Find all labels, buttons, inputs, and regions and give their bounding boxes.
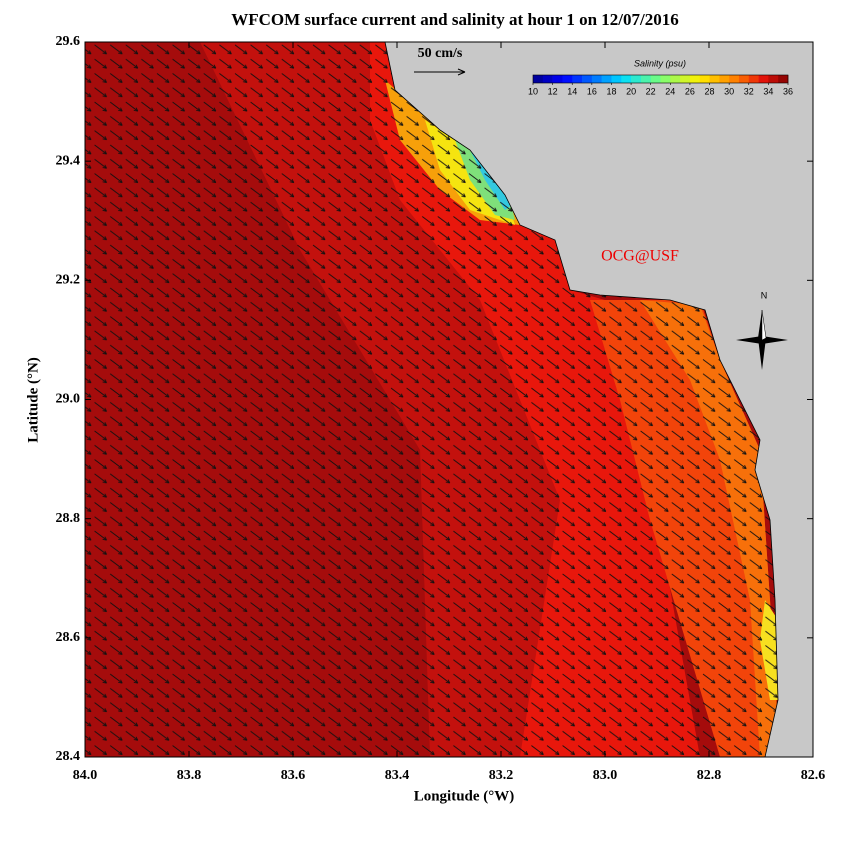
colorbar-cell	[542, 75, 553, 83]
colorbar-tick-label: 18	[606, 86, 616, 96]
y-axis-label: Latitude (°N)	[25, 357, 41, 443]
colorbar-tick-label: 16	[587, 86, 597, 96]
colorbar-tick-label: 28	[705, 86, 715, 96]
colorbar-tick-label: 32	[744, 86, 754, 96]
y-tick-label: 29.2	[56, 273, 81, 288]
colorbar-cell	[738, 75, 750, 83]
salinity-field	[85, 42, 813, 757]
y-tick-label: 29.4	[56, 153, 81, 168]
colorbar-cell	[729, 75, 740, 83]
colorbar-cell	[699, 75, 710, 83]
colorbar-cell	[621, 75, 632, 83]
y-tick-label: 29.6	[56, 34, 81, 49]
colorbar-cell	[572, 75, 583, 83]
x-tick-label: 82.6	[801, 768, 826, 783]
colorbar-tick-label: 24	[665, 86, 675, 96]
colorbar-cell	[582, 75, 593, 83]
colorbar-cell	[552, 75, 563, 83]
x-tick-label: 83.0	[593, 768, 618, 783]
colorbar-tick-label: 12	[548, 86, 558, 96]
colorbar-tick-label: 30	[724, 86, 734, 96]
x-tick-label: 83.4	[385, 768, 410, 783]
x-tick-label: 82.8	[697, 768, 722, 783]
colorbar-cell	[670, 75, 681, 83]
y-tick-label: 28.8	[56, 511, 81, 526]
colorbar-cell	[689, 75, 701, 83]
colorbar-cell	[778, 75, 789, 83]
north-arrow: N	[736, 290, 788, 370]
y-tick-label: 29.0	[56, 392, 81, 407]
colorbar-cell	[758, 75, 769, 83]
x-tick-label: 83.2	[489, 768, 514, 783]
credit: OCG@USF	[601, 248, 679, 265]
colorbar-cell	[533, 75, 544, 83]
colorbar-cell	[611, 75, 622, 83]
colorbar-tick-label: 14	[567, 86, 577, 96]
x-tick-label: 83.8	[177, 768, 202, 783]
north-label: N	[761, 290, 768, 300]
colorbar-frame	[532, 74, 789, 84]
colorbar-cell	[768, 75, 779, 83]
colorbar-tick-label: 20	[626, 86, 636, 96]
colorbar-title: Salinity (psu)	[634, 58, 686, 68]
colorbar-cell	[709, 75, 720, 83]
colorbar-cell	[562, 75, 573, 83]
colorbar-cell	[640, 75, 651, 83]
colorbar-cell	[650, 75, 661, 83]
colorbar-tick-label: 22	[646, 86, 656, 96]
colorbar-tick-label: 26	[685, 86, 695, 96]
colorbar-cell	[591, 75, 602, 83]
colorbar-cell	[719, 75, 730, 83]
colorbar-cell	[748, 75, 759, 83]
x-tick-label: 83.6	[281, 768, 306, 783]
colorbar-tick-label: 36	[783, 86, 793, 96]
scale-label: 50 cm/s	[418, 46, 463, 61]
x-tick-label: 84.0	[73, 768, 98, 783]
colorbar-cell	[601, 75, 612, 83]
y-tick-label: 28.6	[56, 630, 81, 645]
title: WFCOM surface current and salinity at ho…	[231, 10, 679, 29]
colorbar-cell	[680, 75, 691, 83]
colorbar-tick-label: 34	[763, 86, 773, 96]
colorbar-tick-label: 10	[528, 86, 538, 96]
land	[384, 42, 813, 757]
colorbar-cell	[660, 75, 671, 83]
colorbar-cell	[631, 75, 642, 83]
y-tick-label: 28.4	[56, 749, 81, 764]
x-axis-label: Longitude (°W)	[414, 788, 515, 804]
